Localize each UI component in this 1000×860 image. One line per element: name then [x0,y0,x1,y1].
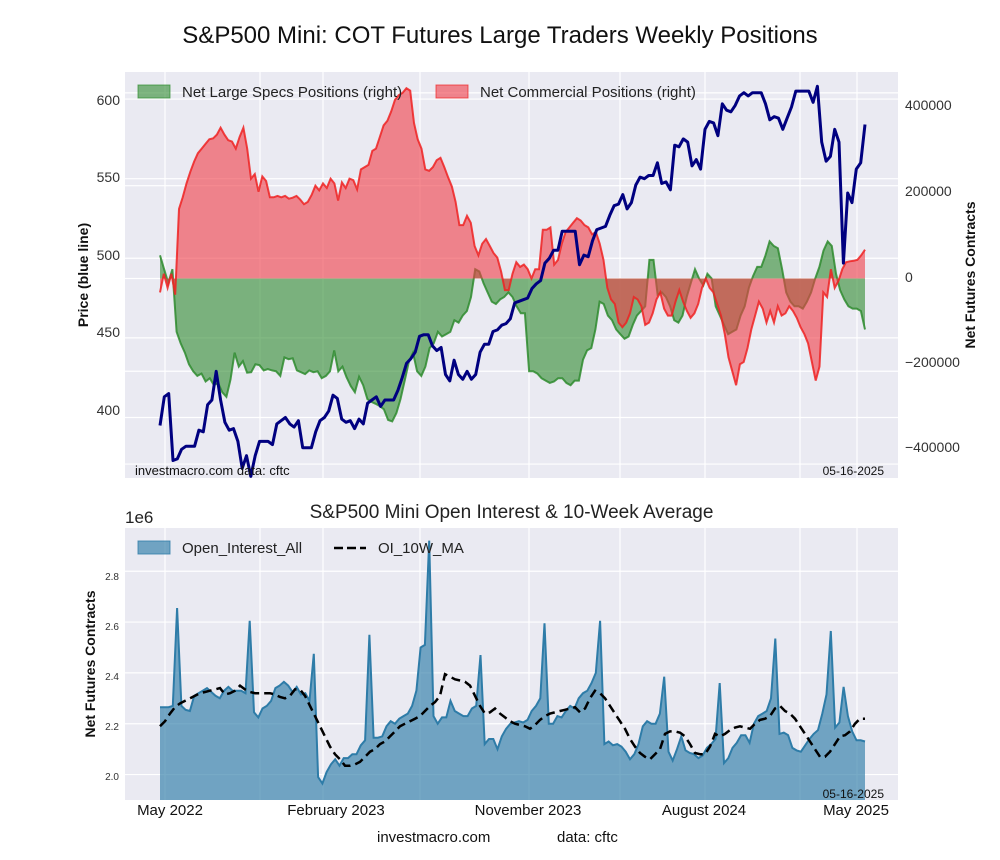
ytick-label: 600 [97,92,121,108]
xtick-label: November 2023 [475,802,582,819]
ytick-label: 2.2 [105,722,119,733]
legend-swatch-commercial [435,84,469,99]
subchart-title: S&P500 Mini Open Interest & 10-Week Aver… [309,502,714,523]
legend-label-commercial: Net Commercial Positions (right) [480,84,696,101]
top-ylabel-left: Price (blue line) [75,223,91,327]
legend-swatch-specs [137,84,171,99]
top-yaxis-left: 600 550 500 450 400 [97,92,121,418]
ytick-label: 2.8 [105,572,119,583]
date-annotation-bottom: 05-16-2025 [823,787,885,801]
xtick-label: February 2023 [287,802,385,819]
ytick-label: 400 [97,402,121,418]
ytick-right-label: −400000 [905,439,960,455]
xtick-label: May 2025 [823,802,889,819]
source-annotation: investmacro.com data: cftc [135,463,290,478]
commercial-area [160,88,865,386]
ytick-right-label: −200000 [905,354,960,370]
bottom-legend: Open_Interest_All OI_10W_MA [137,540,464,557]
y-scale-exponent: 1e6 [125,508,153,527]
ytick-label: 550 [97,169,121,185]
top-ylabel-right: Net Futures Contracts [962,201,978,348]
open-interest-area [160,540,865,800]
top-yaxis-right: 400000 200000 0 −200000 −400000 [905,97,960,455]
top-legend: Net Large Specs Positions (right) Net Co… [137,84,696,101]
legend-label-specs: Net Large Specs Positions (right) [182,84,402,101]
legend-swatch-oi [137,540,171,555]
bottom-ylabel: Net Futures Contracts [82,590,98,737]
ma-line [159,672,865,767]
ytick-right-label: 0 [905,269,913,285]
ytick-right-label: 400000 [905,97,952,113]
ytick-label: 2.4 [105,672,119,683]
date-annotation: 05-16-2025 [823,464,885,478]
xtick-label: May 2022 [137,802,203,819]
top-series [158,84,867,478]
ytick-label: 500 [97,247,121,263]
footer-source: data: cftc [557,829,618,846]
legend-label-oi: Open_Interest_All [182,540,302,557]
chart-title: S&P500 Mini: COT Futures Large Traders W… [182,22,818,49]
commercial-line [159,86,866,386]
footer-site: investmacro.com [377,829,490,846]
legend-label-ma: OI_10W_MA [378,540,464,557]
bottom-yaxis: 2.8 2.6 2.4 2.2 2.0 [105,572,119,783]
bottom-series [159,540,866,800]
price-line [158,84,867,478]
ytick-label: 2.0 [105,772,119,783]
ytick-label: 450 [97,324,121,340]
ytick-right-label: 200000 [905,183,952,199]
ytick-label: 2.6 [105,622,119,633]
bottom-xaxis: May 2022 February 2023 November 2023 Aug… [137,802,889,819]
xtick-label: August 2024 [662,802,746,819]
